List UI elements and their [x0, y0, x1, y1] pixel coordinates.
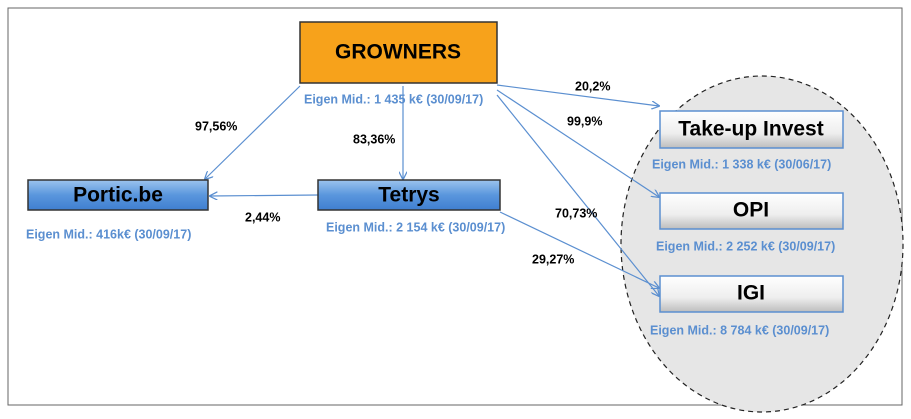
- node-box: [27, 179, 209, 211]
- edge: [205, 85, 301, 179]
- edge-label: 29,27%: [532, 252, 574, 266]
- edge-label: 2,44%: [245, 210, 280, 224]
- node-sublabel: Eigen Mid.: 2 252 k€ (30/09/17): [656, 239, 835, 253]
- node-box: [299, 21, 498, 84]
- node-box: [659, 192, 844, 230]
- node-box: [659, 275, 844, 313]
- edge-label: 97,56%: [195, 119, 237, 133]
- edge: [496, 94, 659, 296]
- edge-label: 20,2%: [575, 79, 610, 93]
- edge: [499, 211, 659, 288]
- node-sublabel: Eigen Mid.: 8 784 k€ (30/09/17): [650, 323, 829, 337]
- edge: [210, 195, 319, 196]
- node-label: GROWNERS: [335, 41, 461, 64]
- node-sublabel: Eigen Mid.: 416k€ (30/09/17): [26, 227, 191, 241]
- edge-label: 99,9%: [567, 114, 602, 128]
- node-label: Take-up Invest: [678, 118, 823, 141]
- frame: [7, 7, 903, 406]
- node-box: [317, 179, 501, 211]
- node-label: IGI: [737, 282, 765, 305]
- edge: [496, 89, 659, 197]
- node-label: Portic.be: [73, 184, 163, 207]
- edge: [496, 84, 659, 106]
- group-ellipse: [620, 75, 904, 413]
- node-box: [659, 110, 844, 149]
- node-label: OPI: [733, 199, 769, 222]
- node-sublabel: Eigen Mid.: 2 154 k€ (30/09/17): [326, 220, 505, 234]
- node-sublabel: Eigen Mid.: 1 338 k€ (30/06/17): [652, 157, 831, 171]
- edge-label: 70,73%: [555, 206, 597, 220]
- node-label: Tetrys: [378, 184, 439, 207]
- node-sublabel: Eigen Mid.: 1 435 k€ (30/09/17): [304, 92, 483, 106]
- edge-label: 83,36%: [353, 132, 395, 146]
- edges: [205, 84, 659, 296]
